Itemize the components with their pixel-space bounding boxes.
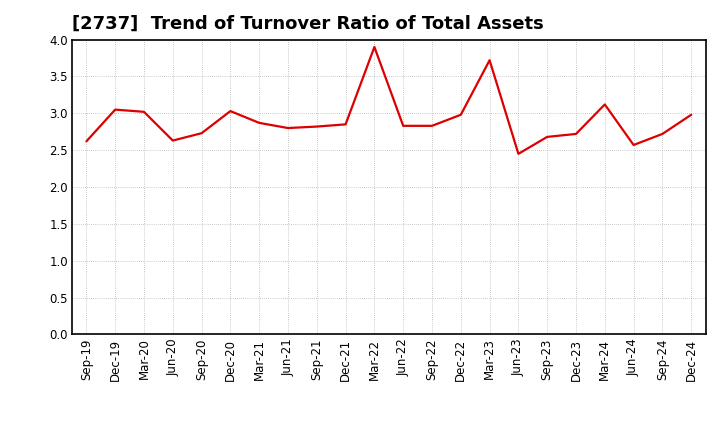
Text: [2737]  Trend of Turnover Ratio of Total Assets: [2737] Trend of Turnover Ratio of Total … — [72, 15, 544, 33]
